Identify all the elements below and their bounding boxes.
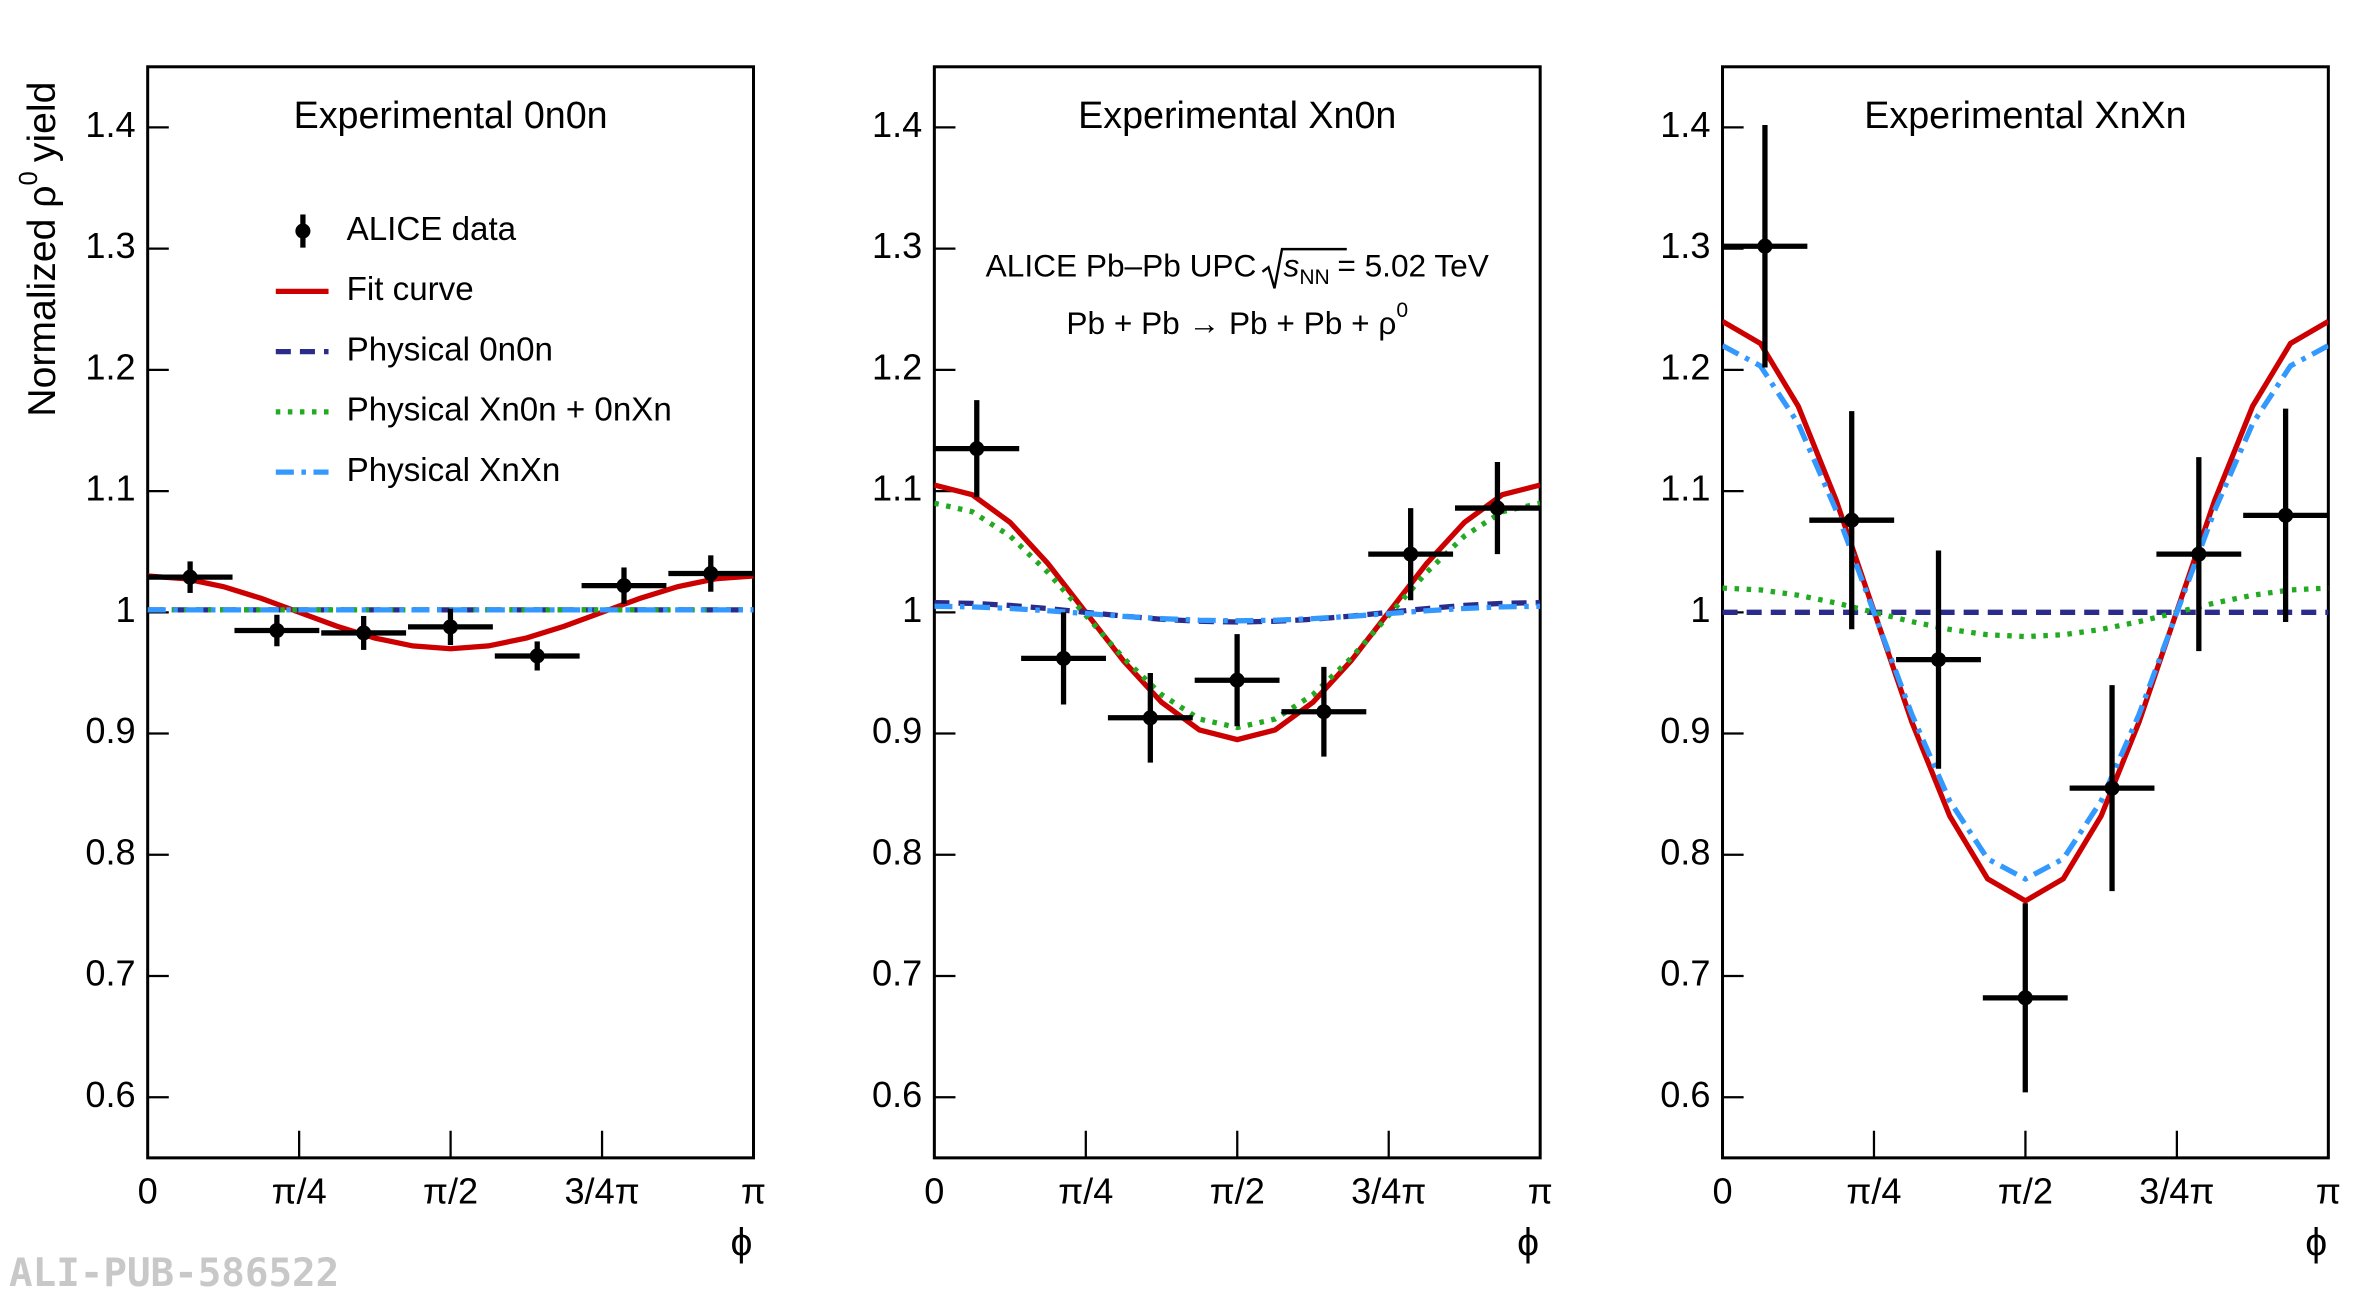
sqrt-sign [1261, 247, 1347, 289]
model-curve [1722, 343, 2329, 883]
curves [1722, 319, 2329, 904]
x-tick-label: π [741, 1171, 766, 1212]
data-point [356, 625, 372, 641]
data-point [2191, 546, 2207, 562]
data-point [616, 578, 632, 594]
annotation-text: ALICE Pb–Pb UPC [986, 248, 1257, 284]
y-tick-label: 1.3 [872, 225, 922, 266]
data-point [1930, 652, 1947, 668]
x-tick-label: π/2 [1210, 1171, 1265, 1212]
y-tick-label: 0.8 [872, 831, 922, 872]
y-tick-label: 1.4 [872, 104, 922, 145]
data-point [2104, 780, 2120, 796]
y-tick-label: 1.4 [1660, 104, 1710, 145]
x-tick-label: 0 [924, 1171, 944, 1212]
y-axis-title-main: Normalized ρ [22, 185, 65, 416]
y-tick-label: 0.7 [85, 953, 135, 994]
panel-title: Experimental Xn0n [1078, 94, 1396, 136]
legend-label: Physical 0n0n [347, 331, 553, 368]
x-tick-label: π [1528, 1171, 1553, 1212]
y-axis-title-sup: 0 [15, 171, 43, 185]
data-point [1316, 704, 1332, 720]
plot-frame [932, 65, 1542, 1160]
watermark: ALI-PUB-586522 [9, 1251, 339, 1296]
y-tick-label: 1.3 [1660, 225, 1710, 266]
y-tick-label: 1.2 [1660, 346, 1710, 387]
y-tick-label: 0.7 [872, 953, 922, 994]
x-tick-label: π [2316, 1171, 2341, 1212]
x-axis-title: ϕ [2305, 1222, 2327, 1265]
data-point [1844, 512, 1860, 528]
data-point [1142, 710, 1158, 726]
model-curve [934, 482, 1541, 743]
legend-marker [295, 223, 311, 239]
y-tick-label: 1 [1690, 589, 1710, 630]
y-tick-label: 0.7 [1660, 953, 1710, 994]
y-tick-label: 0.8 [1660, 831, 1710, 872]
y-tick-label: 0.6 [872, 1074, 922, 1115]
x-tick-label: 3/4π [1351, 1171, 1426, 1212]
legend-label: Physical XnXn [347, 452, 561, 489]
x-tick-label: 3/4π [564, 1171, 639, 1212]
x-tick-label: π/4 [1846, 1171, 1901, 1212]
data-point [1489, 500, 1505, 516]
annotation: Pb + Pb → Pb + Pb + ρ0 [1066, 298, 1408, 341]
legend-label: Fit curve [347, 271, 474, 308]
y-axis-title: Normalized ρ0 yield [15, 82, 65, 417]
model-curve [1722, 319, 2329, 904]
data-point [969, 441, 985, 457]
y-tick-label: 0.9 [872, 710, 922, 751]
data-point [1056, 650, 1072, 666]
y-tick-label: 0.6 [1660, 1074, 1710, 1115]
y-tick-label: 0.9 [85, 710, 135, 751]
model-curve [147, 573, 754, 652]
x-tick-label: 0 [138, 1171, 158, 1212]
y-tick-label: 1.3 [85, 225, 135, 266]
data-point [703, 565, 719, 582]
y-axis-title-after: yield [22, 82, 65, 163]
data-point [442, 619, 458, 635]
x-axis-title: ϕ [1517, 1222, 1539, 1265]
x-axis-title: ϕ [730, 1222, 752, 1265]
y-tick-label: 1.1 [872, 468, 922, 509]
y-tick-label: 1.1 [85, 468, 135, 509]
legend-label: ALICE data [347, 211, 517, 248]
data-point [1403, 546, 1419, 562]
annotation-sqrt-base: s [1284, 248, 1300, 284]
y-tick-label: 0.8 [85, 831, 135, 872]
y-tick-label: 1.2 [872, 346, 922, 387]
curves [934, 482, 1541, 743]
annotation: ALICE Pb–Pb UPC sNN = 5.02 TeV [986, 248, 1489, 288]
model-curve [934, 500, 1541, 731]
annotation-sqrt-sub: NN [1299, 265, 1329, 288]
model-curve [934, 603, 1541, 624]
y-tick-label: 1.4 [85, 104, 135, 145]
annotation-sup: 0 [1396, 298, 1408, 321]
y-tick-label: 1 [116, 589, 136, 630]
data-point [182, 569, 198, 585]
data-point [269, 622, 285, 639]
y-tick-label: 1.2 [85, 346, 135, 387]
x-tick-label: π/2 [423, 1171, 478, 1212]
annotation-text: Pb + Pb → Pb + Pb + ρ [1066, 305, 1396, 341]
x-tick-label: 3/4π [2139, 1171, 2214, 1212]
annotation-text: = 5.02 TeV [1337, 248, 1489, 284]
y-tick-label: 1 [902, 589, 922, 630]
panel-title: Experimental 0n0n [294, 94, 608, 136]
data-point [529, 648, 545, 664]
x-tick-label: π/2 [1998, 1171, 2053, 1212]
x-tick-label: 0 [1712, 1171, 1732, 1212]
y-tick-label: 0.9 [1660, 710, 1710, 751]
data-point [1757, 238, 1773, 254]
y-tick-label: 0.6 [85, 1074, 135, 1115]
data-point [2278, 507, 2294, 523]
legend-label: Physical Xn0n + 0nXn [347, 392, 672, 429]
x-tick-label: π/4 [1058, 1171, 1113, 1212]
y-tick-label: 1.1 [1660, 468, 1710, 509]
data-point [2017, 990, 2033, 1006]
data-point [1229, 672, 1245, 688]
panel-title: Experimental XnXn [1864, 94, 2186, 136]
x-tick-label: π/4 [272, 1171, 327, 1212]
